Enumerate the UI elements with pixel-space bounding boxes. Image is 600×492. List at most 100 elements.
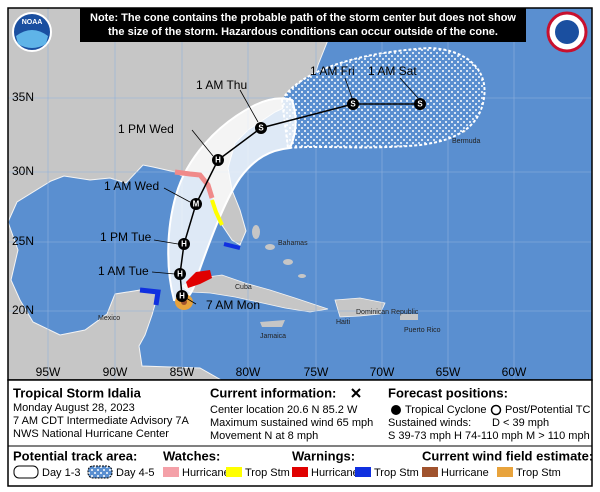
current-location: Center location 20.6 N 85.2 W: [210, 404, 358, 416]
track-symbol: H: [215, 156, 221, 165]
place-labels: Mexico Cuba Bahamas Bermuda Jamaica Hait…: [98, 138, 481, 340]
warning-hurricane-fl: [174, 169, 215, 199]
lat-label: 35N: [12, 90, 34, 104]
lon-label: 90W: [103, 365, 128, 379]
warning-hurricane-label: Hurricane: [311, 467, 359, 479]
track-point: [212, 154, 224, 166]
track-points: H H H M H S S S: [174, 98, 426, 302]
wind-field-title: Current wind field estimate:: [422, 448, 593, 463]
track-labels: 7 AM Mon 1 AM Tue 1 PM Tue 1 AM Wed 1 PM…: [98, 64, 417, 312]
track-symbol: S: [417, 100, 423, 109]
track-label: 1 AM Tue: [98, 264, 149, 278]
watches-title: Watches:: [163, 448, 220, 463]
storm-center: NWS National Hurricane Center: [13, 428, 169, 440]
track-symbol: S: [350, 100, 356, 109]
wind-h: H 74-110 mph: [454, 430, 523, 442]
wind-ts-swatch: [497, 467, 513, 477]
track-label: 1 PM Tue: [100, 230, 152, 244]
track-point: [174, 268, 186, 280]
wind-hurricane-label: Hurricane: [441, 467, 489, 479]
lon-label: 60W: [502, 365, 527, 379]
map: H H H M H S S S 7 AM Mon 1 AM Tue 1 PM T…: [8, 8, 592, 380]
track-area-title: Potential track area:: [13, 448, 137, 463]
land-hispaniola: [334, 297, 386, 318]
track-point: [176, 290, 188, 302]
place-label: Puerto Rico: [404, 327, 441, 334]
winds-title: Sustained winds:: [388, 417, 471, 429]
lat-label: 30N: [12, 164, 34, 178]
watch-ts-fl: [210, 199, 224, 226]
track-point: [178, 238, 190, 250]
noaa-logo-wave: [16, 30, 48, 48]
tc-symbol: [391, 405, 401, 415]
track-label: 1 PM Wed: [118, 122, 174, 136]
warning-ts-label: Trop Stm: [374, 467, 419, 479]
lon-label: 70W: [370, 365, 395, 379]
forecast-title: Forecast positions:: [388, 385, 508, 400]
track-leaders: [151, 77, 419, 305]
place-label: Mexico: [98, 315, 120, 322]
track-label: 7 AM Mon: [206, 298, 260, 312]
cone-day-4-5: [280, 46, 486, 150]
land-puerto-rico: [400, 314, 418, 320]
track-symbol: H: [179, 292, 185, 301]
day45-label: Day 4-5: [116, 467, 155, 479]
warning-hurricane-swatch: [292, 467, 308, 477]
nws-logo-center: [555, 20, 579, 44]
wind-m: M > 110 mph: [526, 430, 590, 442]
place-label: Haiti: [336, 319, 350, 326]
track-label: 1 AM Fri: [310, 64, 355, 78]
current-movement: Movement N at 8 mph: [210, 430, 318, 442]
post-symbol: [490, 404, 502, 416]
storm-date: Monday August 28, 2023: [13, 402, 135, 414]
lon-label: 85W: [170, 365, 195, 379]
note-line: Note: The cone contains the probable pat…: [90, 12, 516, 24]
storm-advisory: 7 AM CDT Intermediate Advisory 7A: [13, 415, 190, 427]
track-symbol: H: [181, 240, 187, 249]
warning-ts-yucatan: [139, 287, 161, 306]
cone-day-1-3: [167, 97, 297, 302]
tc-label: Tropical Cyclone: [405, 404, 487, 416]
lat-labels: 35N 30N 25N 20N: [12, 90, 34, 317]
storm-name: Tropical Storm Idalia: [13, 385, 142, 400]
place-label: Bahamas: [278, 240, 308, 247]
place-label: Bermuda: [452, 138, 481, 145]
watch-ts-label: Trop Stm: [245, 467, 290, 479]
lon-label: 75W: [304, 365, 329, 379]
wind-ts-label: Trop Stm: [516, 467, 561, 479]
track-symbol: M: [193, 200, 200, 209]
warning-hurricane-cuba: [186, 270, 212, 288]
track-point: [255, 122, 267, 134]
lon-label: 95W: [36, 365, 61, 379]
lon-labels: 95W 90W 85W 80W 75W 70W 65W 60W: [36, 365, 527, 379]
current-title: Current information:: [210, 385, 336, 400]
track-symbol: S: [258, 124, 264, 133]
lon-label: 65W: [436, 365, 461, 379]
bahamas-islands: [252, 225, 306, 278]
day13-label: Day 1-3: [42, 467, 81, 479]
watch-hurricane-swatch: [163, 467, 179, 477]
current-x-icon: [351, 388, 361, 398]
track-point: [347, 98, 359, 110]
note-box: [80, 8, 526, 42]
wind-s: S 39-73 mph: [388, 430, 451, 442]
lon-label: 80W: [236, 365, 261, 379]
lat-label: 25N: [12, 234, 34, 248]
current-wind: Maximum sustained wind 65 mph: [210, 417, 373, 429]
noaa-logo-text: NOAA: [22, 19, 43, 26]
wind-hurricane-swatch: [422, 467, 438, 477]
watch-hurricane-label: Hurricane: [182, 467, 230, 479]
day45-swatch: [87, 465, 113, 479]
land-cuba: [181, 274, 329, 313]
warnings-title: Warnings:: [292, 448, 355, 463]
watch-ts-swatch: [226, 467, 242, 477]
day13-swatch: [13, 465, 39, 479]
lat-label: 20N: [12, 303, 34, 317]
place-label: Cuba: [235, 284, 252, 291]
place-label: Dominican Republic: [356, 309, 419, 316]
wind-d: D < 39 mph: [492, 417, 549, 429]
track-point: [414, 98, 426, 110]
note-line: the size of the storm. Hazardous conditi…: [108, 26, 498, 38]
track-label: 1 AM Wed: [104, 179, 159, 193]
